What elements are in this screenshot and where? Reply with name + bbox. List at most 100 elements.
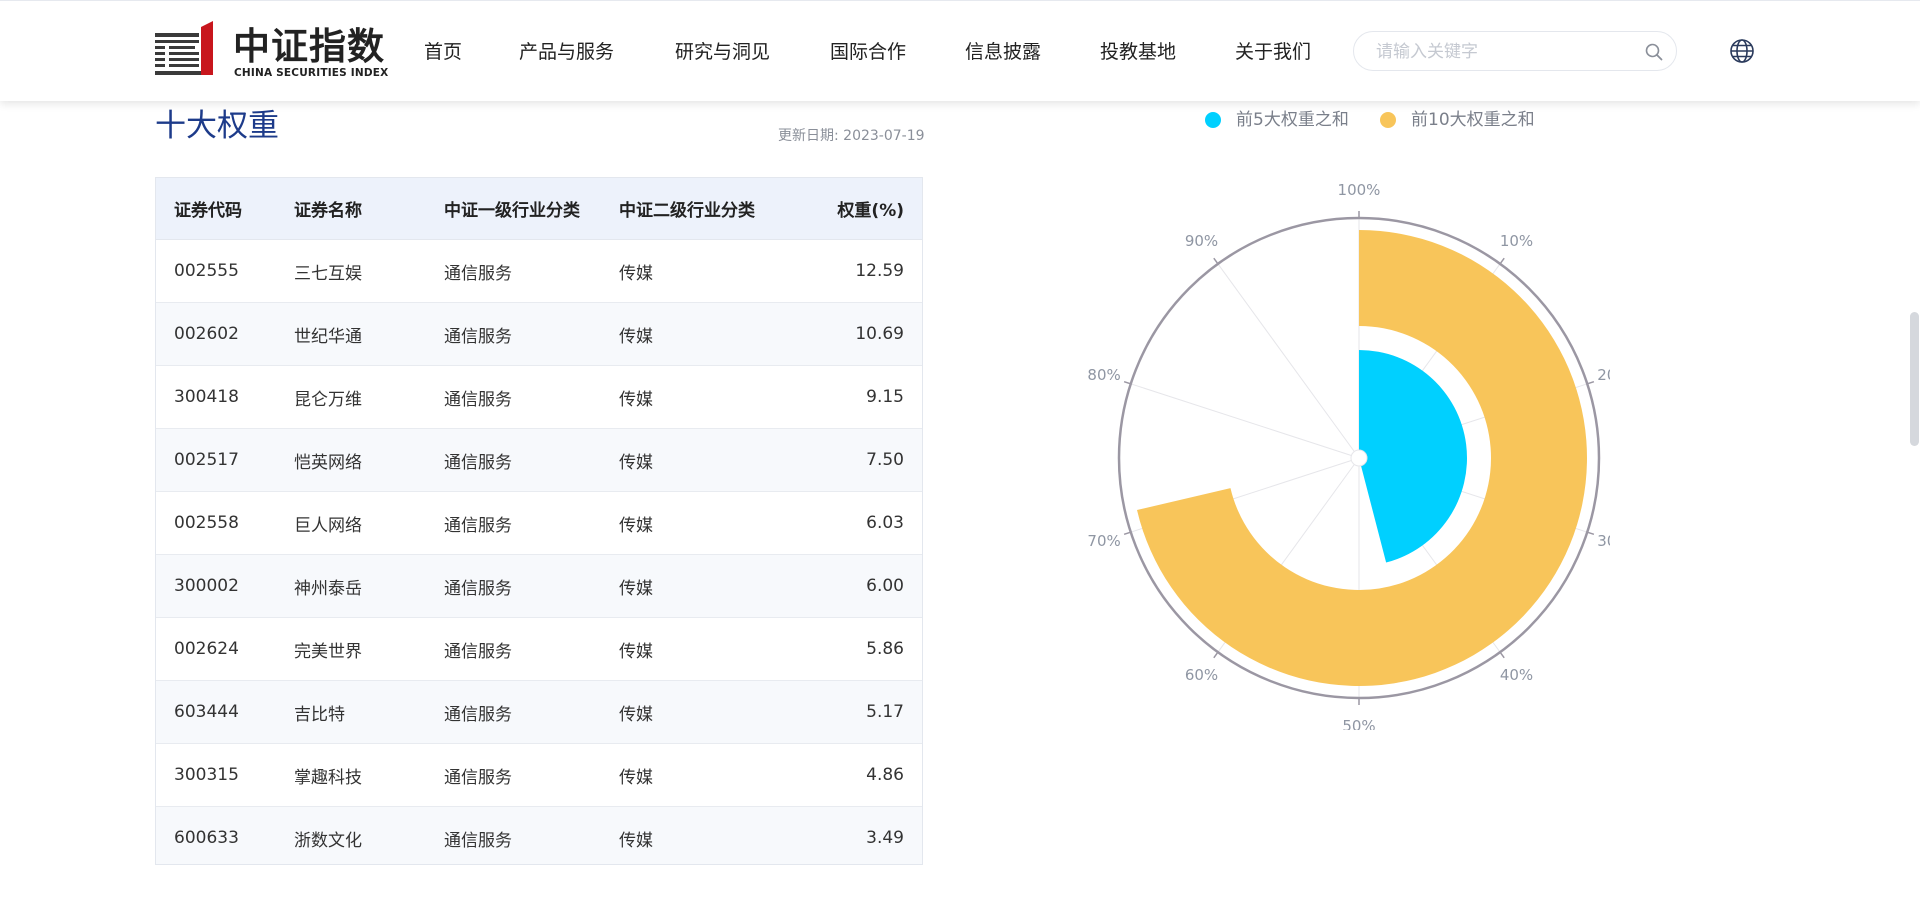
cell-code: 002555: [156, 239, 294, 303]
column-header-industry-l2: 中证二级行业分类: [619, 178, 789, 240]
search-icon[interactable]: [1644, 42, 1664, 62]
cell-weight: 12.59: [789, 239, 922, 303]
cell-industry-l1: 通信服务: [444, 365, 619, 429]
cell-code: 002624: [156, 617, 294, 681]
chart-tick-label: 100%: [1338, 181, 1381, 199]
search-input[interactable]: [1374, 38, 1628, 66]
cell-industry-l2: 传媒: [619, 743, 789, 807]
cell-weight: 9.15: [789, 365, 922, 429]
legend-label-top10: 前10大权重之和: [1411, 110, 1535, 130]
chart-tick-label: 50%: [1342, 717, 1375, 730]
table-header-row: 证券代码 证券名称 中证一级行业分类 中证二级行业分类 权重(%): [156, 178, 922, 240]
chart-tick: [1587, 531, 1595, 536]
table-row: 002558 巨人网络 通信服务 传媒 6.03: [156, 491, 922, 555]
cell-code: 300002: [156, 554, 294, 618]
cell-weight: 4.86: [789, 743, 922, 807]
cell-name: 掌趣科技: [294, 743, 444, 807]
cell-industry-l2: 传媒: [619, 554, 789, 618]
cell-code: 300418: [156, 365, 294, 429]
cell-weight: 7.50: [789, 428, 922, 492]
table-row: 002517 恺英网络 通信服务 传媒 7.50: [156, 428, 922, 492]
chart-tick-label: 30%: [1597, 532, 1610, 550]
section-title: 十大权重: [155, 108, 279, 144]
chart-tick-label: 40%: [1500, 666, 1533, 684]
cell-industry-l2: 传媒: [619, 302, 789, 366]
cell-industry-l2: 传媒: [619, 365, 789, 429]
top-weights-table: 证券代码 证券名称 中证一级行业分类 中证二级行业分类 权重(%) 002555…: [155, 177, 923, 865]
cell-code: 300315: [156, 743, 294, 807]
cell-industry-l1: 通信服务: [444, 554, 619, 618]
nav-item-home[interactable]: 首页: [424, 41, 463, 63]
chart-tick-label: 90%: [1185, 232, 1218, 250]
cell-code: 603444: [156, 680, 294, 744]
chart-tick-label: 70%: [1087, 532, 1120, 550]
page-scrollbar[interactable]: [1910, 312, 1919, 446]
nav-item-products[interactable]: 产品与服务: [519, 41, 615, 63]
site-header: 中证指数 CHINA SECURITIES INDEX 首页 产品与服务 研究与…: [0, 0, 1920, 101]
cell-code: 600633: [156, 806, 294, 864]
column-header-industry-l1: 中证一级行业分类: [444, 178, 619, 240]
cell-weight: 3.49: [789, 806, 922, 864]
cell-industry-l2: 传媒: [619, 239, 789, 303]
logo-text-en: CHINA SECURITIES INDEX: [234, 67, 389, 79]
column-header-code: 证券代码: [156, 178, 294, 240]
cell-industry-l1: 通信服务: [444, 617, 619, 681]
chart-tick: [1213, 651, 1219, 659]
chart-tick-label: 10%: [1500, 232, 1533, 250]
cell-name: 巨人网络: [294, 491, 444, 555]
nav-item-about[interactable]: 关于我们: [1235, 41, 1312, 63]
chart-bar-top5: [1359, 350, 1467, 563]
table-row: 300418 昆仑万维 通信服务 传媒 9.15: [156, 365, 922, 429]
table-row: 002624 完美世界 通信服务 传媒 5.86: [156, 617, 922, 681]
cell-name: 恺英网络: [294, 428, 444, 492]
chart-tick: [1499, 651, 1505, 659]
cell-industry-l2: 传媒: [619, 806, 789, 864]
cell-industry-l2: 传媒: [619, 491, 789, 555]
nav-item-education[interactable]: 投教基地: [1100, 41, 1177, 63]
cell-weight: 5.86: [789, 617, 922, 681]
legend-marker-top5: [1205, 112, 1221, 128]
cell-name: 浙数文化: [294, 806, 444, 864]
globe-icon[interactable]: [1729, 38, 1755, 64]
table-row: 300002 神州泰岳 通信服务 传媒 6.00: [156, 554, 922, 618]
nav-item-disclosure[interactable]: 信息披露: [965, 41, 1042, 63]
cell-weight: 6.03: [789, 491, 922, 555]
chart-tick: [1123, 531, 1131, 536]
table-row: 603444 吉比特 通信服务 传媒 5.17: [156, 680, 922, 744]
cell-name: 完美世界: [294, 617, 444, 681]
site-logo[interactable]: 中证指数 CHINA SECURITIES INDEX: [155, 21, 389, 81]
cell-name: 吉比特: [294, 680, 444, 744]
chart-center: [1350, 449, 1368, 467]
cell-code: 002558: [156, 491, 294, 555]
chart-tick-label: 20%: [1597, 366, 1610, 384]
cell-industry-l1: 通信服务: [444, 302, 619, 366]
chart-tick: [1587, 380, 1595, 385]
weight-sum-polar-chart: 100% 10% 20% 30% 40% 50% 60% 70% 80% 90%: [1087, 181, 1610, 730]
cell-weight: 5.17: [789, 680, 922, 744]
cell-weight: 10.69: [789, 302, 922, 366]
cell-industry-l1: 通信服务: [444, 491, 619, 555]
nav-item-international[interactable]: 国际合作: [830, 41, 907, 63]
cell-code: 002517: [156, 428, 294, 492]
cell-industry-l1: 通信服务: [444, 239, 619, 303]
chart-tick-label: 60%: [1185, 666, 1218, 684]
logo-text-cn: 中证指数: [233, 25, 385, 68]
cell-name: 三七互娱: [294, 239, 444, 303]
cell-industry-l2: 传媒: [619, 680, 789, 744]
legend-label-top5: 前5大权重之和: [1236, 110, 1349, 130]
table-row: 002602 世纪华通 通信服务 传媒 10.69: [156, 302, 922, 366]
cell-industry-l2: 传媒: [619, 617, 789, 681]
chart-bar-top10: [1137, 230, 1587, 686]
legend-marker-top10: [1380, 112, 1396, 128]
chart-tick: [1499, 257, 1505, 265]
search-box: [1353, 31, 1677, 71]
cell-industry-l1: 通信服务: [444, 806, 619, 864]
table-row: 002555 三七互娱 通信服务 传媒 12.59: [156, 239, 922, 303]
table-row: 600633 浙数文化 通信服务 传媒 3.49: [156, 806, 922, 864]
update-date: 更新日期: 2023-07-19: [778, 128, 925, 144]
cell-industry-l1: 通信服务: [444, 743, 619, 807]
cell-industry-l1: 通信服务: [444, 680, 619, 744]
cell-industry-l1: 通信服务: [444, 428, 619, 492]
nav-item-research[interactable]: 研究与洞见: [675, 41, 771, 63]
column-header-weight: 权重(%): [789, 178, 922, 240]
